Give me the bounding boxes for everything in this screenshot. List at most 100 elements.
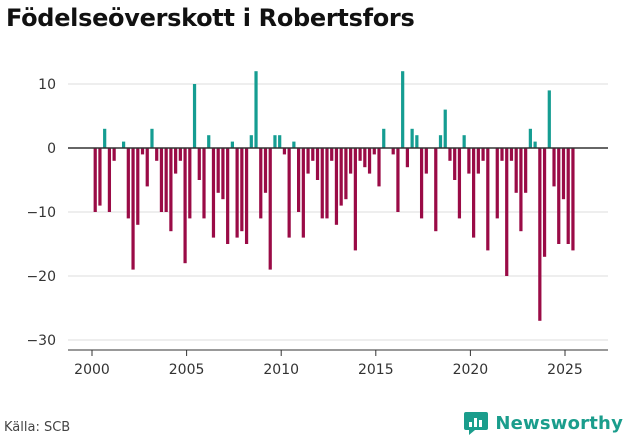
data-bar [372, 148, 376, 155]
brand-logo[interactable]: Newsworthy [463, 410, 623, 436]
x-tick-label: 2000 [74, 362, 110, 378]
data-bar [542, 148, 547, 257]
data-bar [216, 148, 220, 193]
data-bar [150, 128, 154, 148]
data-bar [396, 148, 400, 212]
data-bar [334, 148, 339, 225]
data-bar [202, 148, 206, 219]
data-bar [121, 141, 126, 148]
data-bar [538, 148, 542, 321]
data-bar [571, 148, 575, 251]
data-bar [259, 148, 263, 219]
data-bar [126, 148, 130, 219]
y-tick-label: −30 [26, 333, 56, 349]
data-bar [519, 148, 523, 232]
data-bar [514, 148, 518, 193]
data-bar [557, 148, 561, 244]
data-bar [315, 148, 320, 180]
data-bar [448, 148, 452, 161]
data-bar [405, 148, 410, 168]
data-bar [164, 148, 168, 212]
y-tick-label: −10 [26, 205, 56, 221]
data-bar [207, 135, 211, 148]
data-bar [230, 141, 234, 148]
data-bar [401, 71, 405, 148]
data-bar [358, 148, 362, 161]
data-bar [391, 148, 395, 155]
data-bar [443, 109, 447, 148]
data-bar [145, 148, 149, 187]
x-tick-label: 2015 [358, 362, 394, 378]
data-bar [174, 148, 178, 174]
data-bar [339, 148, 343, 206]
data-bar [472, 148, 476, 238]
source-label: Källa: SCB [4, 420, 71, 435]
data-bar [500, 148, 504, 161]
data-bar [192, 84, 197, 148]
data-bar [282, 148, 287, 155]
data-bar [410, 128, 414, 148]
data-bar [159, 148, 164, 212]
data-bar [140, 148, 145, 155]
data-bar [505, 148, 509, 276]
data-bar [486, 148, 490, 251]
data-bar [524, 148, 528, 193]
data-bar [438, 135, 443, 148]
data-bar [188, 148, 192, 219]
data-bar [240, 148, 244, 232]
data-bar [367, 148, 372, 174]
data-bar [221, 148, 225, 200]
data-bar [415, 135, 419, 148]
data-bar [566, 148, 570, 244]
data-bar [103, 128, 107, 148]
newsworthy-logo-icon [464, 412, 489, 435]
axes: 10 0 −10 −20 −30 2000 2005 2010 2015 2020 2025 [26, 77, 608, 378]
data-bar [296, 148, 301, 212]
data-bar [453, 148, 457, 180]
data-bar [330, 148, 334, 161]
data-bar [382, 128, 386, 148]
data-bar [552, 148, 556, 187]
data-bar [561, 148, 566, 200]
data-bar [495, 148, 499, 219]
data-bar [476, 148, 480, 174]
data-bar [235, 148, 239, 238]
bars [93, 71, 575, 321]
data-bar [211, 148, 216, 238]
data-bar [325, 148, 329, 219]
data-bar [183, 148, 187, 264]
x-tick-label: 2020 [453, 362, 489, 378]
data-bar [424, 148, 428, 174]
data-bar [363, 148, 367, 168]
data-bar [98, 148, 102, 206]
data-bar [462, 135, 466, 148]
data-bar [547, 90, 551, 148]
y-tick-label: −20 [26, 269, 56, 285]
data-bar [509, 148, 514, 161]
brand-name: Newsworthy [495, 412, 623, 434]
x-tick-label: 2010 [263, 362, 299, 378]
data-bar [528, 128, 532, 148]
data-bar [244, 148, 249, 244]
data-bar [353, 148, 357, 251]
data-bar [533, 141, 537, 148]
data-bar [287, 148, 291, 238]
data-bar [292, 141, 296, 148]
data-bar [169, 148, 173, 232]
data-bar [349, 148, 353, 174]
data-bar [306, 148, 310, 174]
data-bar [136, 148, 140, 225]
x-tick-label: 2025 [547, 362, 583, 378]
data-bar [320, 148, 324, 219]
data-bar [273, 135, 277, 148]
data-bar [481, 148, 485, 161]
data-bar [467, 148, 471, 174]
y-tick-label: 10 [38, 77, 56, 93]
data-bar [226, 148, 230, 244]
data-bar [377, 148, 381, 187]
data-bar [434, 148, 438, 232]
y-tick-label: 0 [47, 141, 56, 157]
data-bar [131, 148, 135, 270]
x-tick-label: 2005 [169, 362, 205, 378]
